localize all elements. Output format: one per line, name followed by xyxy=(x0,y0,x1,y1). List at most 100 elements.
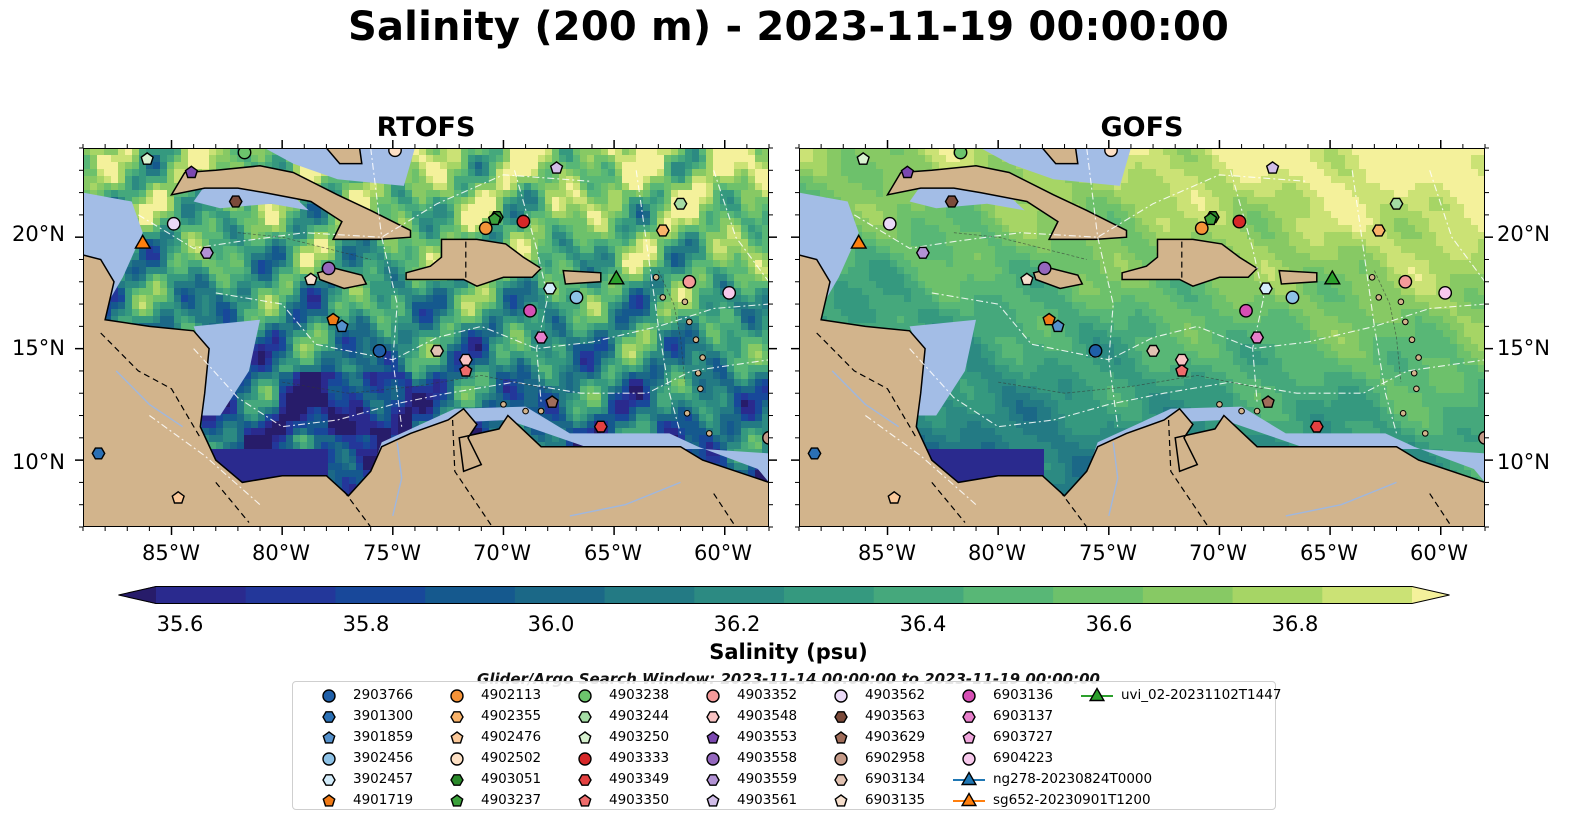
rtofs-marker-6904223 xyxy=(722,286,737,300)
legend-pentagon-marker xyxy=(322,731,336,744)
circle-marker-icon xyxy=(450,689,464,703)
gofs-island-8 xyxy=(1399,410,1407,417)
gofs-island-2 xyxy=(1397,298,1405,306)
rtofs-marker-2903766 xyxy=(372,343,387,358)
legend-hexagon-marker xyxy=(322,774,336,786)
gofs-marker-4903349 xyxy=(1309,420,1324,433)
legend-label: 6903134 xyxy=(865,771,926,787)
legend-hexagon-marker xyxy=(322,711,336,723)
legend-pentagon-marker xyxy=(962,731,976,744)
colorbar-bin-8 xyxy=(873,586,964,604)
colorbar-tick-36-4: 36.4 xyxy=(899,612,947,636)
legend-label: 4903561 xyxy=(737,792,798,808)
gofs-country-border-5 xyxy=(1429,493,1453,527)
gofs-nicaragua-shelf xyxy=(909,319,976,416)
colorbar-bin-10 xyxy=(1053,586,1144,604)
hexagon-marker-icon xyxy=(578,711,592,723)
rtofs-marker-4902502 xyxy=(388,148,402,158)
rtofs-marker-3902456 xyxy=(569,290,584,305)
gofs-marker-6903134 xyxy=(1146,344,1161,357)
legend-circle-marker xyxy=(322,752,336,766)
circle-marker-icon xyxy=(322,752,336,766)
colorbar-bin-1 xyxy=(245,586,336,604)
pentagon-marker-icon xyxy=(450,731,464,744)
legend-label: 3901859 xyxy=(353,729,414,745)
gofs-marker-4903350 xyxy=(1175,363,1189,377)
gofs-marker-4903563 xyxy=(944,195,959,208)
rtofs-island-11 xyxy=(537,407,545,415)
gofs-marker-6903135 xyxy=(1020,272,1034,286)
legend-label: sg652-20230901T1200 xyxy=(993,792,1151,808)
rtofs-marker-4903562 xyxy=(166,216,181,231)
legend-pentagon-marker xyxy=(450,794,464,807)
lon-label-rtofs-75w: 75°W xyxy=(363,541,421,565)
gofs-island-12 xyxy=(1216,401,1223,408)
gofs-marker-4901719 xyxy=(1042,312,1056,326)
hexagon-marker-icon xyxy=(322,774,336,786)
lon-label-gofs-80w: 80°W xyxy=(968,541,1026,565)
legend-pentagon-marker xyxy=(834,731,848,744)
colorbar-bin-3 xyxy=(425,586,516,604)
lon-label-gofs-60w: 60°W xyxy=(1410,541,1468,565)
gofs-eez-boundary-0 xyxy=(854,174,1309,249)
rtofs-marker-4903558 xyxy=(321,261,336,276)
pentagon-marker-icon xyxy=(578,794,592,807)
legend-label: 4903563 xyxy=(865,708,926,724)
gofs-marker-4902476 xyxy=(887,490,901,504)
lon-label-gofs-85w: 85°W xyxy=(858,541,916,565)
rtofs-eez-boundary-3 xyxy=(370,148,403,427)
hexagon-marker-icon xyxy=(706,774,720,786)
pentagon-marker-icon xyxy=(834,731,848,744)
legend-circle-marker xyxy=(962,752,976,766)
legend-circle-marker xyxy=(322,689,336,703)
gofs-marker-sg652-20230901T1200 xyxy=(850,234,868,249)
gofs-river-1 xyxy=(1285,481,1397,517)
rtofs-marker-3901300 xyxy=(91,447,106,460)
legend-pentagon-marker xyxy=(450,731,464,744)
gofs-island-6 xyxy=(1410,369,1418,377)
circle-marker-icon xyxy=(834,752,848,766)
lat-label-right-10n: 10°N xyxy=(1497,450,1550,474)
legend-label: 4902113 xyxy=(481,687,542,703)
rtofs-central-america-land xyxy=(83,254,769,527)
rtofs-marker-4903349 xyxy=(593,420,608,433)
colorbar-label: Salinity (psu) xyxy=(709,640,868,664)
gofs-island-5 xyxy=(1415,354,1422,361)
rtofs-marker-6902958 xyxy=(762,430,769,445)
colorbar-extend-high xyxy=(1412,586,1450,604)
colorbar-tick-36-6: 36.6 xyxy=(1085,612,1133,636)
legend-label: 4902476 xyxy=(481,729,542,745)
rtofs-eez-boundary-0 xyxy=(138,174,593,249)
rtofs-map xyxy=(83,148,769,527)
gofs-country-border-2 xyxy=(1059,490,1088,527)
gofs-country-border-3 xyxy=(1168,419,1209,527)
rtofs-marker-4903238 xyxy=(237,148,252,160)
legend-label: 4903350 xyxy=(609,792,670,808)
circle-marker-icon xyxy=(450,752,464,766)
rtofs-venezuela-shelf xyxy=(370,406,769,483)
rtofs-marker-6903134 xyxy=(430,344,445,357)
rtofs-marker-6903137 xyxy=(534,331,549,344)
pentagon-marker-icon xyxy=(962,731,976,744)
gofs-country-border-1 xyxy=(931,482,966,523)
figure-title: Salinity (200 m) - 2023-11-19 00:00:00 xyxy=(347,4,1230,50)
legend-pentagon-marker xyxy=(578,794,592,807)
legend-label: ng278-20230824T0000 xyxy=(993,771,1153,787)
gofs-island-1 xyxy=(1375,294,1383,301)
legend-circle-marker xyxy=(450,752,464,766)
rtofs-marker-4902476 xyxy=(171,490,185,504)
rtofs-island-1 xyxy=(659,294,667,301)
gofs-island-3 xyxy=(1402,318,1409,326)
gofs-marker-6903137 xyxy=(1250,331,1265,344)
legend-label: 4903333 xyxy=(609,750,670,766)
colorbar-bin-12 xyxy=(1232,586,1323,604)
rtofs-marker-4901719 xyxy=(326,312,340,326)
legend-label: 4902502 xyxy=(481,750,542,766)
colorbar-tick-36-2: 36.2 xyxy=(713,612,761,636)
lon-label-rtofs-85w: 85°W xyxy=(142,541,200,565)
colorbar-tick-36-0: 36.0 xyxy=(527,612,575,636)
gofs-marker-6903136 xyxy=(1239,303,1253,318)
lon-label-rtofs-70w: 70°W xyxy=(473,541,531,565)
hexagon-marker-icon xyxy=(834,774,848,786)
legend-label: 4903553 xyxy=(737,729,798,745)
